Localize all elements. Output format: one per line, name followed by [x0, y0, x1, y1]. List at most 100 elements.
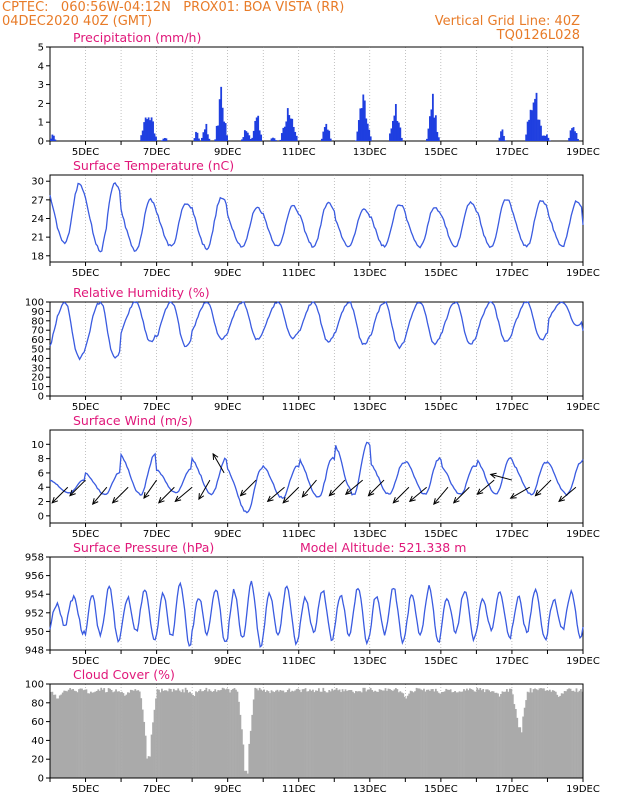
- precip-bar: [326, 129, 329, 141]
- cloud-bar: [443, 691, 446, 778]
- precip-bar: [51, 134, 54, 141]
- cloud-bar: [312, 689, 314, 778]
- cloud-bar: [540, 688, 542, 778]
- precip-bar: [242, 137, 245, 141]
- precip-bar: [534, 98, 536, 141]
- precip-bar: [258, 130, 261, 141]
- cloud-bar: [405, 698, 408, 778]
- cloud-bar: [107, 688, 110, 778]
- cloud-bar: [152, 722, 154, 778]
- temp-xtick-label: 5DEC: [72, 268, 99, 279]
- cloud-bar: [202, 691, 205, 778]
- cloud-bar: [164, 690, 166, 778]
- cloud-bar: [269, 693, 271, 778]
- cloud-bar: [64, 690, 67, 778]
- cloud-bar: [184, 687, 187, 778]
- cloud-bar: [226, 688, 228, 778]
- wind-ytick-label: 10: [31, 440, 44, 451]
- cloud-bar: [301, 689, 304, 778]
- precip-bar: [294, 131, 297, 141]
- header-model-id: TQ0126L028: [496, 28, 580, 43]
- cloud-bar: [155, 698, 157, 778]
- rh-xtick-label: 11DEC: [282, 402, 316, 413]
- precip-bar: [390, 128, 393, 141]
- cloud-bar: [402, 693, 405, 778]
- cloud-bar: [553, 690, 556, 778]
- cloud-bar: [50, 691, 52, 778]
- cloud-bar: [166, 691, 169, 778]
- cloud-bar: [158, 689, 160, 778]
- cloud-bar: [489, 691, 492, 778]
- cloud-bar: [354, 691, 357, 778]
- cloud-bar: [506, 689, 508, 778]
- press-xtick-label: 5DEC: [72, 656, 99, 667]
- precip-bar: [529, 109, 532, 141]
- precip-bar: [543, 135, 545, 141]
- precip-bar: [366, 123, 369, 141]
- cloud-bar: [495, 692, 498, 778]
- precip-bar: [283, 126, 286, 141]
- cloud-bar: [497, 693, 499, 778]
- cloud-bar: [192, 695, 194, 778]
- header-line2: 04DEC2020 40Z (GMT): [2, 14, 153, 29]
- cloud-bar: [220, 689, 223, 778]
- cloud-bar: [236, 691, 239, 778]
- cloud-bar: [543, 688, 545, 778]
- cloud-bar: [433, 691, 436, 778]
- cloud-bar: [239, 714, 242, 778]
- cloud-bar: [556, 694, 559, 778]
- precip-bar: [155, 136, 157, 141]
- cloud-bar: [574, 691, 576, 778]
- press-xtick-label: 7DEC: [143, 656, 170, 667]
- cloud-bar: [110, 690, 113, 778]
- precip-ytick-label: 5: [38, 43, 44, 54]
- cloud-bar: [560, 693, 563, 778]
- cloud-bar: [273, 692, 276, 778]
- cloud-bar: [249, 730, 252, 778]
- cloud-ytick-label: 100: [25, 680, 44, 691]
- precip-bar: [571, 128, 573, 141]
- precip-bar: [323, 127, 326, 141]
- cloud-bar: [383, 690, 385, 778]
- press-panel: [46, 556, 584, 654]
- precip-bar: [531, 110, 533, 141]
- precip-xtick-label: 5DEC: [72, 147, 99, 158]
- precip-title: Precipitation (mm/h): [73, 30, 201, 45]
- cloud-bar: [129, 689, 132, 778]
- cloud-bar: [476, 687, 479, 778]
- cloud-bar: [442, 691, 445, 778]
- cloud-bar: [101, 689, 104, 778]
- cloud-bar: [84, 689, 86, 778]
- cloud-bar: [360, 692, 363, 778]
- cloud-ytick-label: 80: [31, 698, 44, 709]
- cloud-bar: [436, 691, 439, 778]
- rh-ytick-label: 100: [25, 298, 44, 309]
- cloud-bar: [258, 687, 261, 778]
- precip-bar: [532, 102, 535, 141]
- wind-arrow: [158, 486, 175, 504]
- cloud-bar: [242, 744, 245, 778]
- cloud-bar: [565, 691, 568, 778]
- cloud-bar: [488, 690, 491, 778]
- wind-arrow: [69, 479, 86, 496]
- wind-arrow: [301, 479, 317, 498]
- wind-xtick-label: 11DEC: [282, 529, 316, 540]
- cloud-bar: [208, 689, 211, 778]
- cloud-bar: [491, 691, 493, 778]
- cloud-bar: [209, 690, 212, 778]
- cloud-bar: [215, 691, 218, 778]
- cloud-bar: [421, 690, 424, 778]
- wind-arrow-head: [534, 489, 542, 497]
- cloud-bar: [331, 688, 334, 778]
- cloud-bar: [380, 689, 382, 778]
- temp-xtick-label: 11DEC: [282, 268, 316, 279]
- cloud-bar: [418, 688, 421, 778]
- rh-title: Relative Humidity (%): [73, 285, 210, 300]
- cloud-bar: [181, 689, 184, 778]
- rh-panel: [46, 301, 584, 400]
- cloud-bar: [323, 690, 326, 778]
- cloud-bar: [232, 688, 234, 778]
- cloud-bar: [538, 688, 541, 778]
- cloud-bar: [286, 690, 289, 778]
- cloud-bar: [446, 689, 449, 778]
